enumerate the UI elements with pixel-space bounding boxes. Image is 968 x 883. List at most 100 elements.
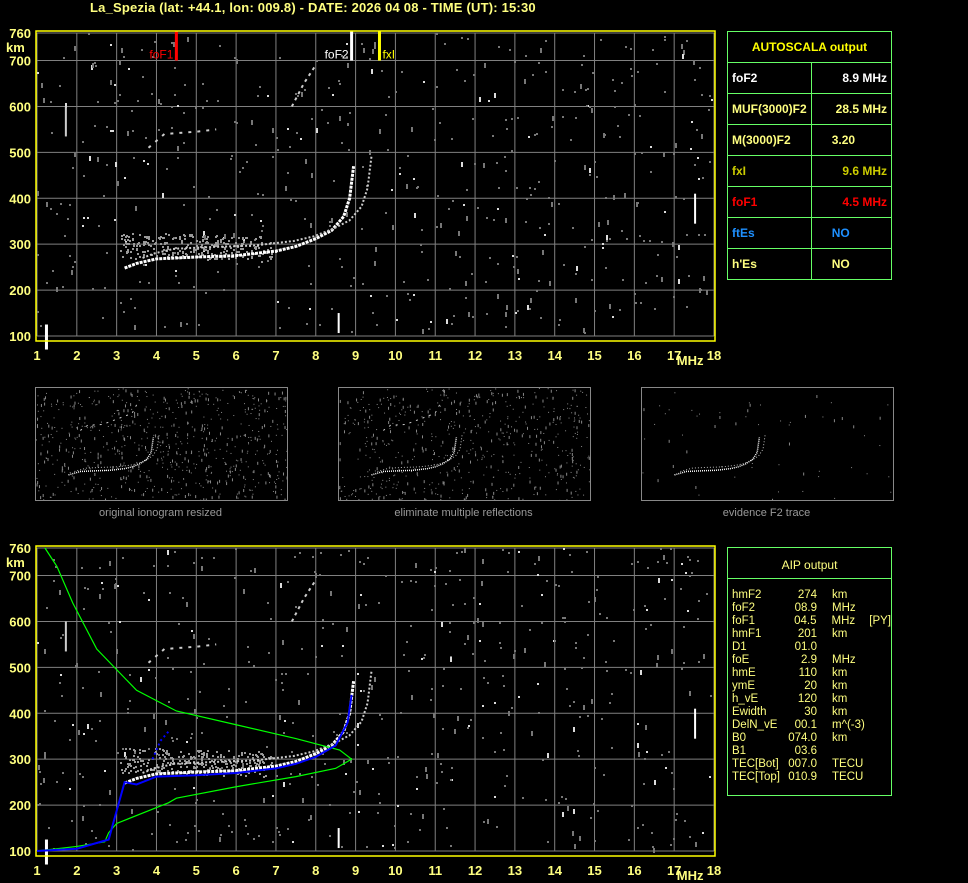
- noise-dot: [55, 404, 57, 406]
- o-trace-dot: [133, 755, 135, 757]
- noise-dot: [609, 238, 611, 240]
- noise-dot: [199, 691, 201, 693]
- noise-dot: [586, 105, 588, 107]
- param-name: foF1: [727, 186, 812, 218]
- noise-dot: [184, 84, 186, 86]
- o-trace-dot: [184, 248, 186, 250]
- noise-dot: [515, 312, 517, 314]
- noise-dot: [339, 497, 341, 500]
- noise-dot: [97, 464, 99, 468]
- noise-dot: [694, 79, 696, 81]
- noise-dot: [267, 260, 269, 262]
- noise-dot: [71, 454, 73, 458]
- noise-dot: [500, 732, 502, 734]
- noise-dot: [686, 234, 688, 236]
- param-unit: TECU: [832, 771, 864, 783]
- noise-dot: [77, 493, 79, 495]
- o-trace-dot: [201, 757, 203, 759]
- noise-dot: [445, 583, 447, 585]
- noise-dot: [450, 845, 452, 847]
- o-trace-dot: [240, 248, 242, 250]
- noise-dot: [47, 450, 49, 454]
- noise-dot: [476, 395, 478, 397]
- noise-dot: [714, 425, 716, 429]
- noise-dot: [407, 293, 409, 295]
- noise-dot: [465, 281, 467, 286]
- noise-dot: [99, 720, 101, 722]
- noise-dot: [573, 477, 575, 479]
- noise-dot: [654, 423, 656, 425]
- noise-dot: [56, 213, 58, 215]
- noise-dot: [207, 394, 209, 396]
- noise-dot: [320, 552, 322, 554]
- noise-dot: [698, 234, 700, 236]
- noise-dot: [104, 469, 106, 471]
- param-value: 3.20: [810, 124, 893, 156]
- noise-dot: [384, 443, 386, 445]
- noise-dot: [507, 444, 509, 446]
- noise-dot: [135, 206, 137, 211]
- noise-dot: [442, 390, 444, 392]
- noise-dot: [44, 460, 46, 464]
- noise-dot: [392, 468, 394, 470]
- noise-dot: [538, 556, 540, 561]
- noise-dot: [422, 422, 424, 426]
- noise-dot: [236, 435, 238, 439]
- noise-dot: [137, 100, 139, 102]
- noise-dot: [459, 402, 461, 406]
- noise-dot: [123, 409, 125, 413]
- noise-dot: [126, 424, 128, 426]
- noise-dot: [90, 429, 92, 431]
- noise-dot: [342, 645, 344, 647]
- noise-dot: [366, 440, 368, 442]
- noise-dot: [459, 579, 461, 581]
- noise-dot: [419, 829, 421, 831]
- plot-frame: [35, 30, 716, 342]
- noise-dot: [501, 432, 503, 434]
- noise-dot: [120, 477, 122, 481]
- noise-dot: [51, 405, 53, 407]
- noise-dot: [413, 456, 415, 458]
- noise-dot: [477, 397, 479, 399]
- param-name: h'Es: [727, 248, 812, 280]
- param-unit: km: [832, 628, 848, 640]
- trace-artifact: [44, 324, 48, 350]
- noise-dot: [534, 486, 536, 490]
- noise-dot: [651, 832, 653, 834]
- noise-dot: [561, 796, 563, 798]
- noise-dot: [123, 476, 125, 480]
- noise-dot: [174, 461, 176, 463]
- noise-dot: [115, 440, 117, 442]
- noise-dot: [246, 389, 248, 391]
- noise-dot: [224, 234, 226, 239]
- noise-dot: [449, 454, 451, 456]
- o-trace-dot: [172, 238, 174, 240]
- noise-dot: [229, 475, 231, 477]
- noise-dot: [124, 425, 126, 427]
- noise-dot: [657, 254, 659, 256]
- noise-dot: [528, 442, 530, 444]
- noise-dot: [866, 473, 868, 475]
- noise-dot: [354, 495, 356, 497]
- noise-dot: [183, 204, 185, 206]
- noise-dot: [486, 466, 488, 468]
- noise-dot: [553, 440, 555, 444]
- noise-dot: [545, 40, 547, 42]
- noise-dot: [226, 450, 228, 452]
- noise-dot: [174, 67, 176, 69]
- o-trace-dot: [143, 254, 145, 256]
- noise-dot: [288, 307, 290, 309]
- o-trace-dot: [250, 241, 252, 243]
- noise-dot: [84, 468, 86, 470]
- noise-dot: [343, 430, 345, 434]
- noise-dot: [349, 812, 351, 814]
- noise-dot: [670, 548, 672, 550]
- noise-dot: [435, 493, 437, 495]
- o-trace-dot: [175, 247, 177, 249]
- noise-dot: [473, 399, 475, 401]
- noise-dot: [443, 808, 445, 810]
- noise-dot: [178, 406, 180, 408]
- y-tick-label: 200: [9, 283, 31, 298]
- noise-dot: [234, 577, 236, 579]
- noise-dot: [579, 836, 581, 841]
